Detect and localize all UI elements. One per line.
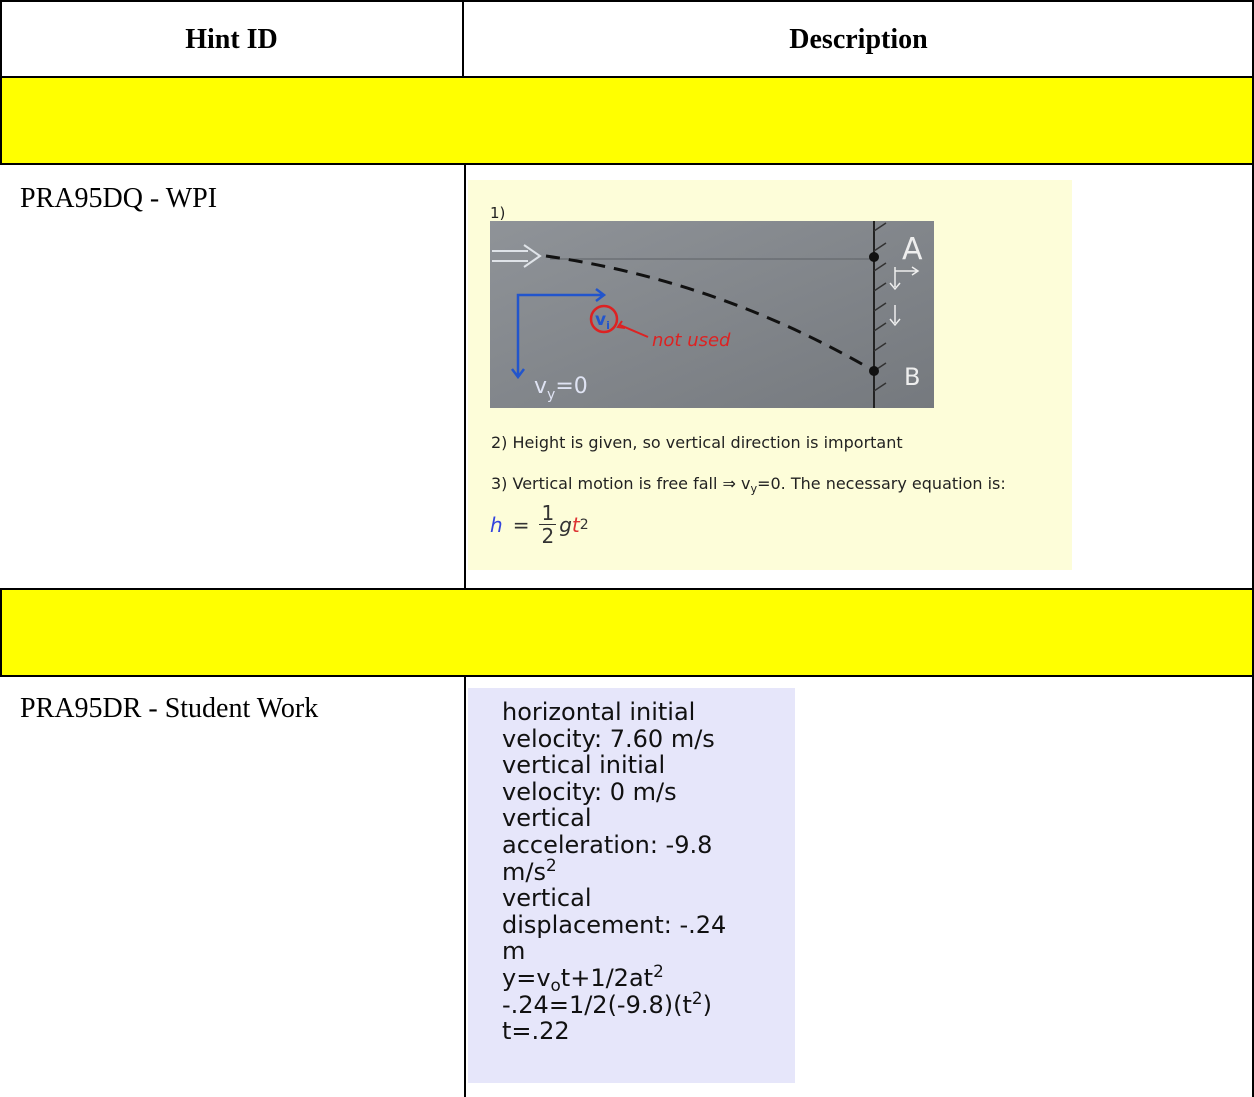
sketch-label: A xyxy=(902,232,923,267)
equation-part: h xyxy=(490,512,503,537)
work-line: -.24=1/2(-9.8)(t2) xyxy=(502,989,712,1019)
work-line: horizontal initial xyxy=(502,699,695,725)
border xyxy=(0,76,1254,78)
hatching xyxy=(873,222,887,392)
equation-part: = xyxy=(512,512,530,537)
text-part: =0. The necessary equation is: xyxy=(757,474,1006,493)
text-part: velocity: 7.60 m/s xyxy=(502,724,715,753)
student-work: horizontal initial velocity: 7.60 m/s vert… xyxy=(468,688,795,1083)
subscript: o xyxy=(550,975,561,996)
subscript: y xyxy=(750,482,758,496)
border xyxy=(0,0,1254,2)
text-part: vertical xyxy=(502,884,592,913)
sketch-label: vi xyxy=(595,310,610,332)
work-line: displacement: -.24 xyxy=(502,912,726,938)
hint-id: PRA95DQ - WPI xyxy=(20,183,218,214)
text-part: 3) Vertical motion is free fall ⇒ v xyxy=(491,474,751,493)
text-part: m xyxy=(502,937,526,966)
work-line: vertical initial xyxy=(502,752,665,778)
work-line: m xyxy=(502,938,525,964)
work-line: velocity: 7.60 m/s xyxy=(502,726,715,752)
sketch-part: y xyxy=(547,387,555,403)
border xyxy=(0,588,2,677)
step-text: 3) Vertical motion is free fall ⇒ vy=0. … xyxy=(491,474,1006,496)
border xyxy=(464,675,466,1097)
sketch-label: vy=0 xyxy=(534,374,588,403)
column-header: Description xyxy=(789,24,928,55)
point xyxy=(869,366,879,376)
text-part: m/s xyxy=(502,857,546,886)
work-line: vertical xyxy=(502,885,591,911)
section-band xyxy=(0,78,1254,165)
equation-part: t xyxy=(571,512,580,537)
hint-id: PRA95DR - Student Work xyxy=(20,693,319,724)
text-part: vertical initial xyxy=(502,751,666,780)
text-part: velocity: 0 m/s xyxy=(502,777,677,806)
hint-panel: 1) A B vi not used vy=0 2) He xyxy=(468,180,1072,570)
pointer xyxy=(616,320,649,338)
text-part: y=v xyxy=(502,964,551,992)
text-part: ) xyxy=(702,990,712,1019)
photo xyxy=(490,221,934,408)
text-part: horizontal initial xyxy=(502,698,696,726)
sketch-part: v xyxy=(534,374,547,399)
section-band xyxy=(0,590,1254,677)
work-line: y=vot+1/2at2 xyxy=(502,962,664,993)
border xyxy=(0,0,2,165)
vector xyxy=(511,288,607,380)
sketch-part: i xyxy=(606,319,610,332)
column-header: Hint ID xyxy=(185,24,278,55)
equation-part: 2 xyxy=(541,524,555,548)
border xyxy=(0,588,1254,590)
border xyxy=(462,0,464,78)
text-part: vertical xyxy=(502,804,592,833)
trajectory xyxy=(545,254,875,373)
sketch-label: B xyxy=(904,363,920,391)
text-part: t=.22 xyxy=(502,1017,570,1046)
work-line: t=.22 xyxy=(502,1018,570,1044)
arrow xyxy=(492,244,542,268)
step-label: 1) xyxy=(490,204,506,222)
border xyxy=(0,163,1254,165)
work-line: velocity: 0 m/s xyxy=(502,779,677,805)
superscript: 2 xyxy=(545,854,557,875)
sketch-part: v xyxy=(595,310,606,330)
equation-part: g xyxy=(559,512,572,537)
work-line: vertical xyxy=(502,805,591,831)
text-part: -.24=1/2(-9.8)(t xyxy=(502,990,692,1019)
text-part: displacement: -.24 xyxy=(502,910,727,939)
step-text: 2) Height is given, so vertical directio… xyxy=(491,433,903,452)
circle xyxy=(589,304,619,334)
border xyxy=(0,675,1254,677)
point xyxy=(869,252,879,262)
superscript: 2 xyxy=(653,960,664,981)
border xyxy=(464,163,466,590)
work-line: m/s2 xyxy=(502,856,557,886)
fraction: 1 2 xyxy=(539,501,557,548)
work-line: acceleration: -9.8 xyxy=(502,832,712,858)
equation-part: 1 xyxy=(539,501,557,525)
border xyxy=(1252,0,1254,1097)
superscript: 2 xyxy=(691,987,703,1008)
sketch-part: =0 xyxy=(555,374,587,399)
sketch-label: not used xyxy=(652,330,731,351)
text-part: acceleration: -9.8 xyxy=(502,831,713,859)
text-part: t+1/2at xyxy=(560,964,654,992)
axes xyxy=(889,266,920,327)
sketch: A B vi not used vy=0 xyxy=(490,221,934,408)
